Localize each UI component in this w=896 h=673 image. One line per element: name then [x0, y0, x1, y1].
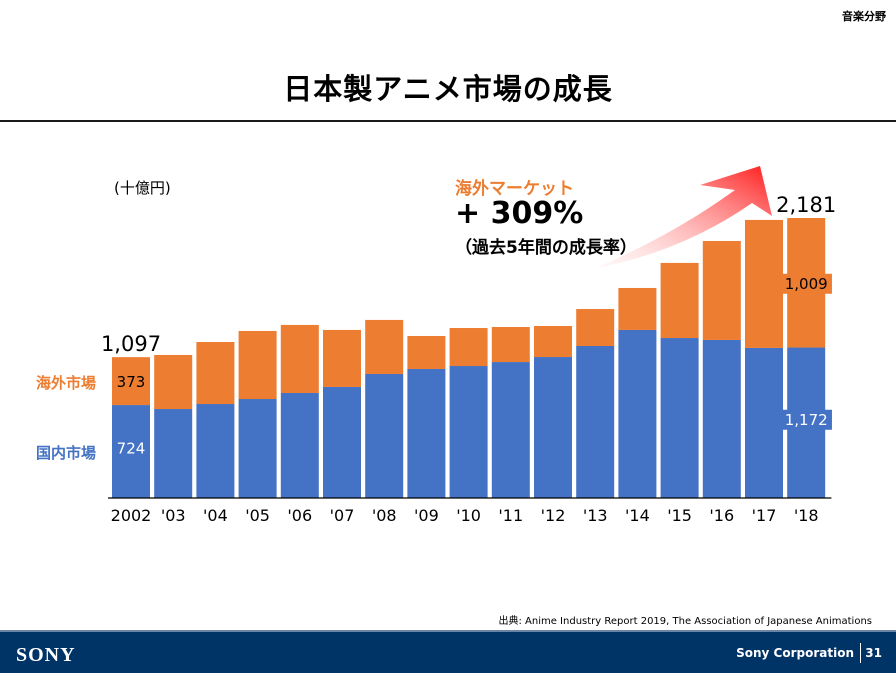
- bar-domestic-1: [154, 409, 193, 498]
- bar-overseas-13: [660, 262, 699, 339]
- x-tick-label: '08: [372, 506, 397, 525]
- x-tick-label: 2002: [111, 506, 152, 525]
- bar-overseas-7: [407, 335, 446, 369]
- data-label-total: 1,097: [101, 332, 161, 356]
- x-tick-label: '16: [709, 506, 734, 525]
- legend-domestic: 国内市場: [36, 444, 97, 462]
- bar-domestic-11: [576, 345, 615, 498]
- x-tick-label: '09: [414, 506, 439, 525]
- title-divider: [0, 120, 896, 122]
- section-tag: 音楽分野: [842, 10, 886, 23]
- x-tick-label: '05: [245, 506, 270, 525]
- data-label-domestic: 1,172: [785, 411, 828, 429]
- unit-label: (十億円): [114, 179, 171, 197]
- page-title: 日本製アニメ市場の成長: [283, 72, 613, 106]
- x-tick-label: '12: [541, 506, 566, 525]
- bar-overseas-4: [280, 324, 319, 393]
- bar-domestic-3: [238, 399, 277, 498]
- bar-domestic-7: [407, 368, 446, 498]
- x-tick-label: '14: [625, 506, 650, 525]
- bar-overseas-2: [196, 342, 235, 405]
- bar-domestic-14: [702, 339, 741, 498]
- bar-overseas-9: [491, 326, 530, 363]
- data-label-total: 2,181: [776, 193, 836, 217]
- bar-domestic-4: [280, 392, 319, 498]
- page-number: 31: [865, 646, 882, 660]
- x-tick-label: '03: [161, 506, 186, 525]
- bar-domestic-6: [365, 373, 404, 498]
- x-tick-label: '18: [794, 506, 819, 525]
- x-tick-label: '11: [498, 506, 523, 525]
- bar-domestic-2: [196, 404, 235, 498]
- bar-domestic-13: [660, 338, 699, 498]
- x-tick-label: '13: [583, 506, 608, 525]
- bar-overseas-10: [534, 325, 572, 358]
- source-citation: 出典: Anime Industry Report 2019, The Asso…: [498, 616, 872, 627]
- data-label-bg: [780, 409, 832, 430]
- footer-divider: [860, 643, 861, 663]
- bar-domestic-9: [491, 362, 530, 498]
- callout-heading: 海外マーケット: [455, 179, 574, 199]
- callout-growth-value: + 309%: [455, 196, 584, 231]
- bar-overseas-1: [154, 354, 193, 410]
- bar-overseas-8: [449, 328, 488, 367]
- data-label-overseas: 373: [117, 373, 146, 391]
- data-label-bg: [780, 273, 832, 294]
- bar-overseas-3: [238, 330, 277, 400]
- footer-company: Sony Corporation: [736, 646, 854, 660]
- x-tick-label: '15: [667, 506, 692, 525]
- x-tick-label: '04: [203, 506, 228, 525]
- footer-bar: SONY Sony Corporation 31: [0, 630, 896, 673]
- x-tick-label: '17: [752, 506, 777, 525]
- bar-domestic-10: [534, 357, 572, 498]
- x-tick-label: '07: [330, 506, 355, 525]
- sony-logo: SONY: [16, 644, 76, 666]
- bar-overseas-14: [702, 240, 741, 340]
- bar-domestic-15: [745, 347, 783, 498]
- bar-overseas-6: [365, 319, 404, 374]
- x-tick-label: '06: [287, 506, 312, 525]
- data-label-domestic: 724: [117, 440, 146, 458]
- bar-overseas-11: [576, 309, 615, 346]
- data-label-bg: [114, 438, 148, 459]
- bar-overseas-12: [618, 287, 657, 330]
- bar-domestic-5: [323, 386, 361, 498]
- growth-arrow-icon: [596, 166, 772, 268]
- bar-domestic-8: [449, 366, 488, 498]
- legend-overseas: 海外市場: [36, 374, 97, 392]
- x-tick-label: '10: [456, 506, 481, 525]
- bar-domestic-12: [618, 329, 657, 498]
- stacked-bar-chart: 2002 '03 '04 '05 '06 '07 '08 '09 '10 '11 '12 '13 '14…: [101, 166, 836, 525]
- bar-overseas-15: [745, 219, 783, 348]
- data-label-bg: [114, 372, 148, 393]
- callout-note: （過去5年間の成長率）: [455, 238, 637, 258]
- data-label-overseas: 1,009: [785, 275, 828, 293]
- bar-overseas-5: [323, 329, 361, 387]
